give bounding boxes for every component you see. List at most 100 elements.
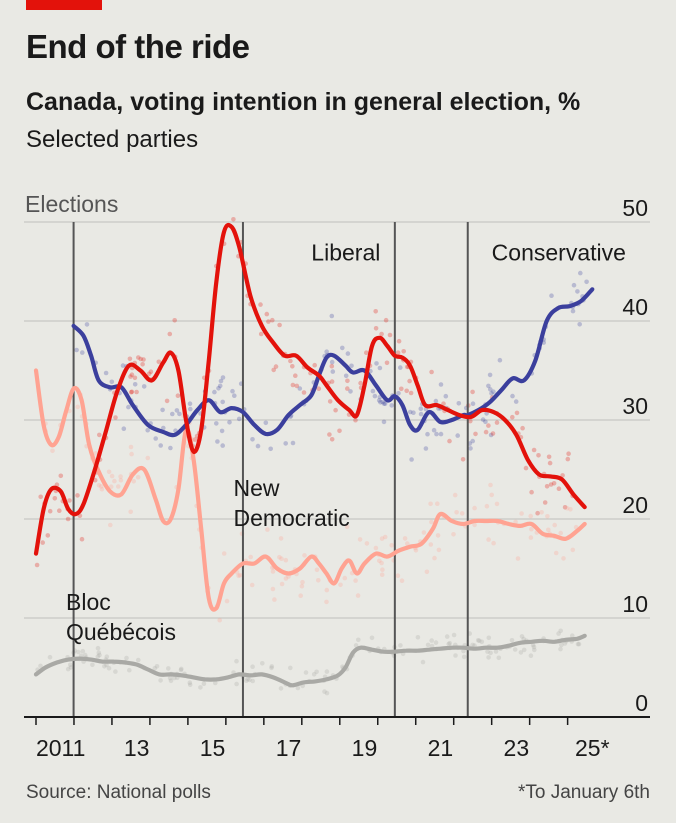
poll-dot (429, 520, 434, 525)
poll-dot (488, 483, 493, 488)
x-tick-label: 23 (504, 735, 530, 761)
poll-dot (110, 380, 115, 385)
poll-dot (353, 578, 358, 583)
poll-dot (317, 386, 322, 391)
poll-dot (80, 537, 85, 542)
poll-dot (364, 350, 369, 355)
poll-dot (575, 289, 580, 294)
poll-dot (356, 638, 361, 643)
poll-dot (552, 523, 557, 528)
poll-dot (128, 357, 133, 362)
poll-dot (485, 504, 490, 509)
poll-dot (234, 682, 239, 687)
poll-dot (451, 532, 456, 537)
poll-dot (543, 500, 548, 505)
poll-dot (324, 600, 329, 605)
poll-dot (284, 558, 289, 563)
poll-dot (529, 490, 534, 495)
poll-dot (519, 650, 524, 655)
poll-dot (66, 517, 71, 522)
poll-dot (295, 384, 300, 389)
poll-dot (384, 318, 389, 323)
poll-dot (258, 302, 263, 307)
poll-dot (165, 399, 170, 404)
poll-dot (577, 322, 582, 327)
poll-dot (219, 379, 224, 384)
poll-dot (118, 474, 123, 479)
poll-dot (424, 446, 429, 451)
elections-label: Elections (25, 191, 118, 217)
poll-dot (548, 461, 553, 466)
poll-dot (231, 217, 236, 222)
poll-dot (353, 418, 358, 423)
poll-dot (302, 390, 307, 395)
poll-dot (434, 432, 439, 437)
poll-dot (513, 647, 518, 652)
poll-dot (136, 658, 141, 663)
poll-dot (561, 556, 566, 561)
poll-dot (227, 420, 232, 425)
poll-dot (50, 449, 55, 454)
poll-dot (520, 634, 525, 639)
poll-dot (340, 346, 345, 351)
poll-dot (327, 432, 332, 437)
y-tick-label: 30 (622, 393, 648, 419)
poll-dot (153, 436, 158, 441)
poll-dot (53, 496, 58, 501)
poll-dot (113, 669, 118, 674)
poll-dot (447, 439, 452, 444)
poll-dot (270, 664, 275, 669)
poll-dot (371, 389, 376, 394)
poll-dot (545, 484, 550, 489)
poll-dot (429, 638, 434, 643)
poll-dot (519, 511, 524, 516)
series-label-bloc-qu-b-cois-line2: Québécois (66, 619, 176, 645)
poll-dot (220, 429, 225, 434)
poll-dot (131, 479, 136, 484)
poll-dot (202, 681, 207, 686)
poll-dot (460, 511, 465, 516)
poll-dot (170, 412, 175, 417)
poll-dot (566, 451, 571, 456)
poll-dot (217, 618, 222, 623)
poll-dot (545, 514, 550, 519)
poll-dot (403, 536, 408, 541)
x-tick-label: 15 (200, 735, 226, 761)
series-line-new-democratic (36, 371, 585, 610)
poll-dot (113, 415, 118, 420)
poll-dot (259, 332, 264, 337)
poll-dot (232, 393, 237, 398)
poll-dot (90, 663, 95, 668)
poll-dot (520, 426, 525, 431)
poll-dot (358, 537, 363, 542)
poll-dot (298, 593, 303, 598)
poll-dot (515, 411, 520, 416)
poll-dot (373, 394, 378, 399)
poll-dot (374, 361, 379, 366)
poll-dot (312, 363, 317, 368)
poll-dot (516, 556, 521, 561)
poll-dot (220, 443, 225, 448)
poll-dot (288, 666, 293, 671)
poll-dot (277, 323, 282, 328)
poll-dot (260, 661, 265, 666)
poll-dot (304, 670, 309, 675)
poll-dot (266, 319, 271, 324)
poll-dot (300, 580, 305, 585)
poll-dot (489, 493, 494, 498)
poll-dot (158, 678, 163, 683)
poll-dot (529, 653, 534, 658)
poll-dot (429, 370, 434, 375)
poll-dot (283, 441, 288, 446)
poll-dot (40, 540, 45, 545)
gridlines (24, 222, 650, 618)
y-tick-label: 0 (635, 690, 648, 716)
x-tick-label: 13 (124, 735, 150, 761)
poll-dot (514, 399, 519, 404)
poll-dot (315, 568, 320, 573)
poll-dot (374, 326, 379, 331)
footnote: *To January 6th (518, 782, 650, 804)
poll-dot (218, 384, 223, 389)
poll-dot (452, 633, 457, 638)
poll-dot (532, 448, 537, 453)
